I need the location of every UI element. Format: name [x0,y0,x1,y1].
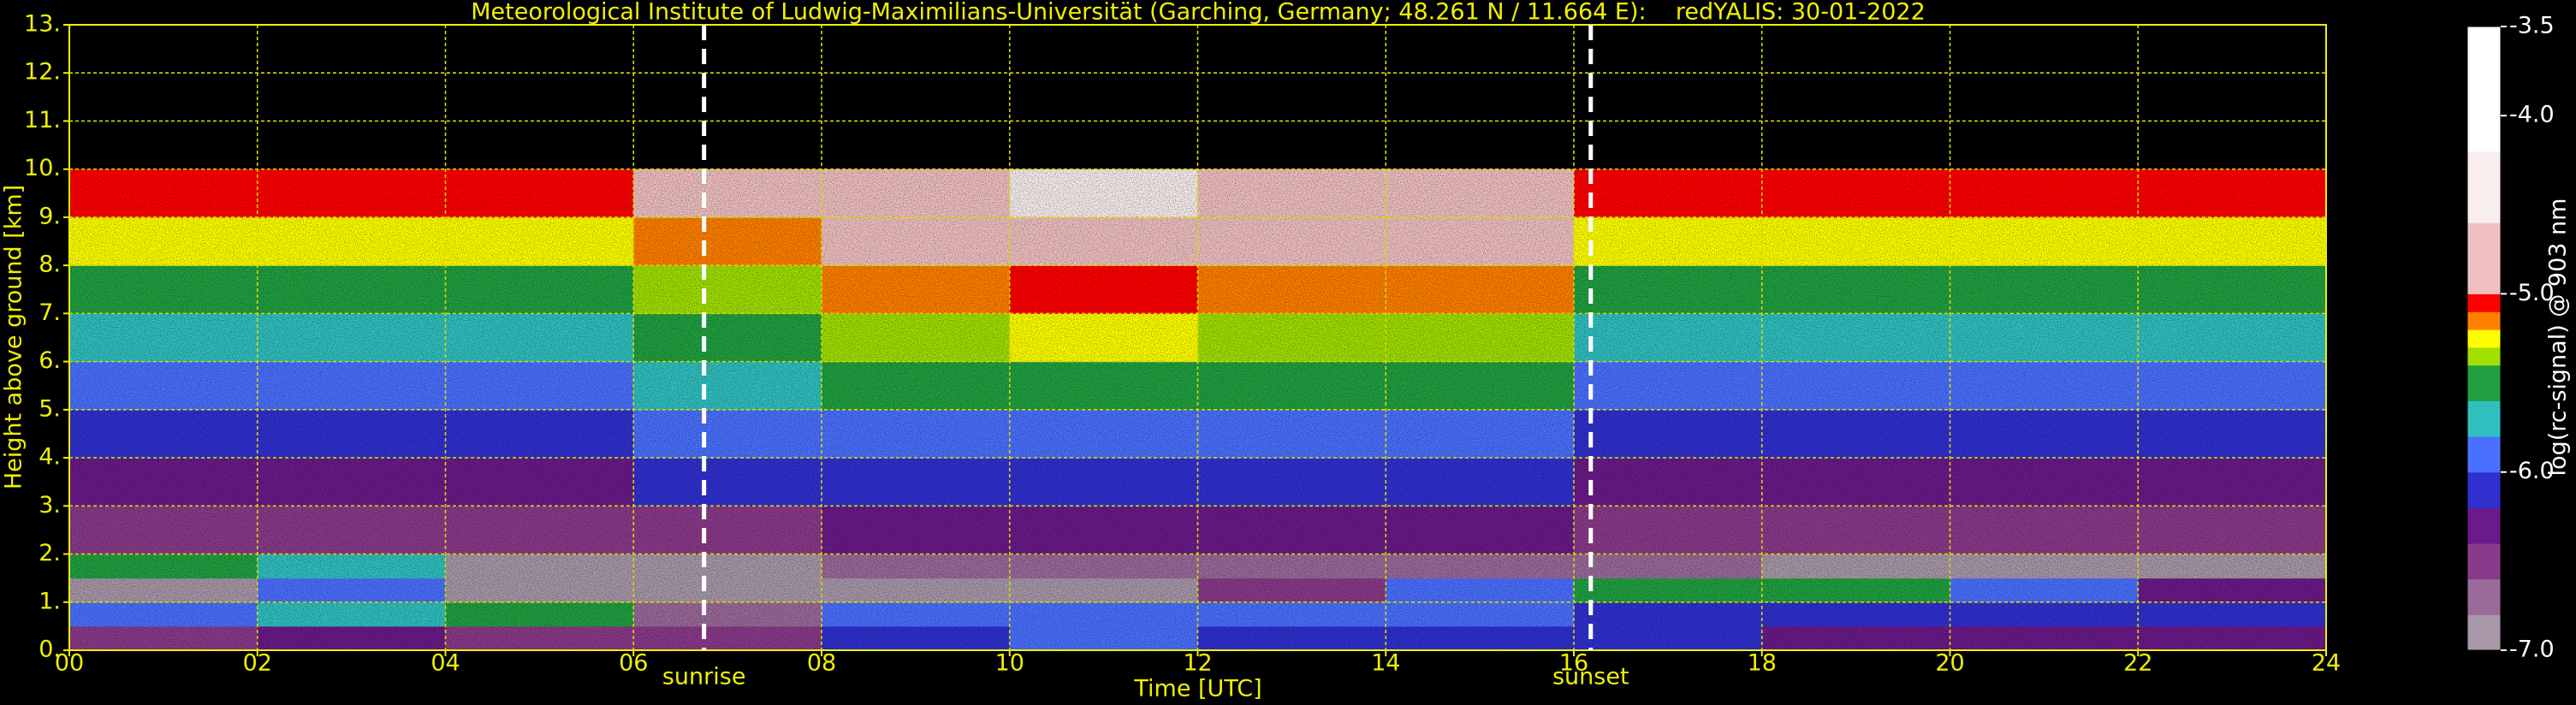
colorbar-tick-label: -4.0 [2509,102,2555,128]
y-tick-label: 1. [39,588,61,614]
event-label: sunrise [662,664,746,690]
x-tick-label: 14 [1371,650,1400,677]
y-tick-label: 2. [39,540,61,566]
plot-frame [68,24,2327,651]
colorbar-band [2467,347,2501,366]
y-tick-label: 5. [39,395,61,422]
event-label: sunset [1552,664,1629,690]
x-tick-label: 22 [2123,650,2152,677]
x-tick-label: 08 [807,650,836,677]
y-tick-label: 8. [39,252,61,278]
x-axis-label: Time [UTC] [1133,676,1261,702]
y-tick-label: 4. [39,444,61,471]
y-tick-label: 3. [39,492,61,518]
y-tick-label: 13. [24,11,61,38]
y-tick-label: 11. [24,107,61,133]
colorbar-label: log(rc-signal) @ 903 nm [2545,198,2572,477]
x-tick-label: 10 [995,650,1024,677]
colorbar-band [2467,471,2501,508]
colorbar-band [2467,27,2501,152]
colorbar-band [2467,222,2501,294]
colorbar-band [2467,507,2501,544]
x-tick-label: 04 [430,650,460,677]
colorbar-tick-label: -7.0 [2509,637,2555,663]
y-tick-label: 9. [39,203,61,229]
y-axis-label: Height above ground [km] [1,185,27,489]
colorbar-band [2467,614,2501,651]
colorbar-tick-label: -3.5 [2509,13,2555,39]
colorbar-band [2467,311,2501,330]
x-tick-label: 00 [55,650,84,677]
x-tick-label: 24 [2312,650,2341,677]
x-tick-label: 20 [1935,650,1964,677]
colorbar-band [2467,400,2501,437]
colorbar-band [2467,364,2501,401]
x-tick-label: 06 [619,650,648,677]
y-tick-label: 6. [39,347,61,374]
colorbar-band [2467,578,2501,615]
x-tick-label: 18 [1748,650,1777,677]
chart-title: Meteorological Institute of Ludwig-Maxim… [471,0,1926,26]
y-tick-label: 0. [39,637,61,663]
colorbar-band [2467,436,2501,473]
colorbar-band [2467,151,2501,223]
colorbar-tick-label: -5.0 [2509,280,2555,306]
colorbar-band [2467,543,2501,580]
x-tick-label: 02 [243,650,272,677]
colorbar-frame [2466,26,2502,651]
x-tick-label: 16 [1559,650,1588,677]
colorbar-band [2467,329,2501,348]
y-tick-label: 10. [24,155,61,181]
colorbar-band [2467,293,2501,312]
y-tick-label: 12. [24,59,61,86]
colorbar-tick-label: -6.0 [2509,458,2555,484]
overlay [63,24,2327,656]
x-tick-label: 12 [1183,650,1212,677]
y-tick-label: 7. [39,299,61,326]
